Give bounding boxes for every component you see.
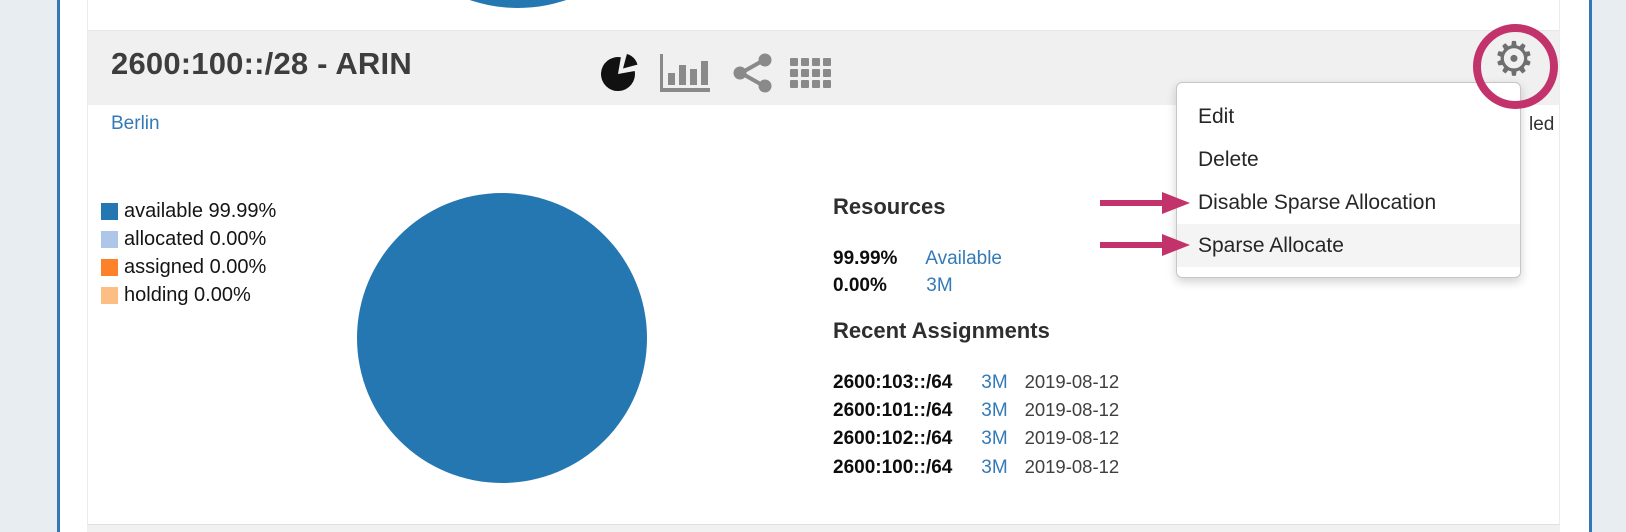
legend-swatch-available: [101, 203, 118, 220]
gear-dropdown-menu: Edit Delete Disable Sparse Allocation Sp…: [1176, 82, 1521, 278]
assignment-link[interactable]: 3M: [981, 457, 1008, 478]
legend-swatch-allocated: [101, 231, 118, 248]
assignment-date: 2019-08-12: [1024, 456, 1120, 477]
legend-swatch-holding: [101, 287, 118, 304]
legend-swatch-assigned: [101, 259, 118, 276]
utilization-pie-chart: [357, 193, 647, 483]
grid-view-icon[interactable]: [790, 52, 833, 99]
assignment-date: 2019-08-12: [1024, 427, 1120, 448]
left-frame-border: [57, 0, 60, 532]
legend-label: allocated 0.00%: [124, 228, 267, 250]
assignment-prefix: 2600:102::/64: [833, 428, 953, 449]
resource-row: 0.00% 3M: [833, 275, 953, 297]
assignment-row: 2600:102::/64 3M 2019-08-12: [833, 427, 1119, 450]
resource-link-available[interactable]: Available: [925, 248, 1002, 269]
menu-item-edit[interactable]: Edit: [1198, 105, 1235, 128]
legend-label: holding 0.00%: [124, 284, 251, 306]
card-title: 2600:100::/28 - ARIN: [111, 46, 412, 81]
resource-percent: 0.00%: [833, 275, 887, 296]
card-bottom-gap: [87, 525, 1560, 532]
resources-heading: Resources: [833, 194, 946, 219]
menu-item-delete[interactable]: Delete: [1198, 148, 1259, 171]
assignment-row: 2600:101::/64 3M 2019-08-12: [833, 399, 1119, 422]
region-link-berlin[interactable]: Berlin: [111, 113, 160, 134]
menu-item-disable-sparse-allocation[interactable]: Disable Sparse Allocation: [1198, 191, 1437, 214]
share-icon[interactable]: [733, 52, 773, 99]
assignment-link[interactable]: 3M: [981, 372, 1008, 393]
assignment-link[interactable]: 3M: [981, 400, 1008, 421]
assignment-prefix: 2600:100::/64: [833, 457, 953, 478]
pie-chart-icon[interactable]: [598, 52, 640, 99]
resource-percent: 99.99%: [833, 248, 898, 269]
resource-link-3m[interactable]: 3M: [926, 275, 953, 296]
right-frame-border: [1589, 0, 1592, 532]
assignment-link[interactable]: 3M: [981, 428, 1008, 449]
assignment-prefix: 2600:101::/64: [833, 400, 953, 421]
gear-icon[interactable]: ⚙: [1492, 32, 1536, 87]
legend-label: available 99.99%: [124, 200, 277, 222]
assignment-date: 2019-08-12: [1024, 399, 1120, 420]
assignment-prefix: 2600:103::/64: [833, 372, 953, 393]
clipped-status-text: led: [1529, 114, 1555, 135]
resource-row: 99.99% Available: [833, 248, 1002, 270]
assignment-row: 2600:103::/64 3M 2019-08-12: [833, 371, 1119, 394]
assignment-row: 2600:100::/64 3M 2019-08-12: [833, 456, 1119, 479]
recent-assignments-heading: Recent Assignments: [833, 318, 1050, 343]
assignment-date: 2019-08-12: [1024, 371, 1120, 392]
legend-label: assigned 0.00%: [124, 256, 267, 278]
previous-pie-chart-fragment: [368, 0, 668, 8]
previous-card-strip: [88, 0, 1559, 30]
bar-chart-icon[interactable]: [659, 52, 711, 99]
menu-item-sparse-allocate[interactable]: Sparse Allocate: [1177, 224, 1520, 267]
